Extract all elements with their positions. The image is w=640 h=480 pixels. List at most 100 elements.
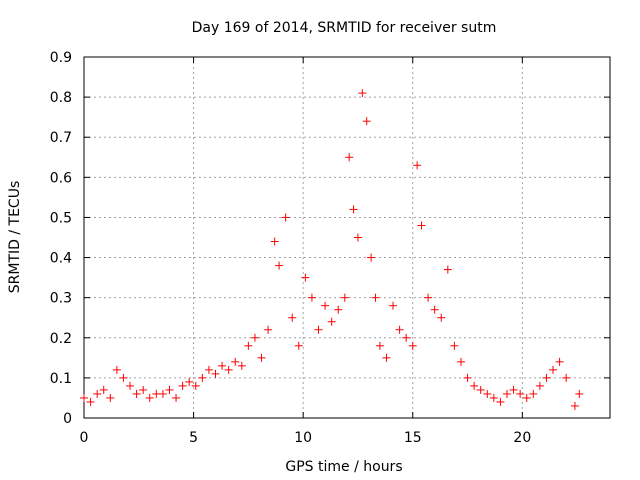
y-axis-label: SRMTID / TECUs — [7, 181, 23, 294]
data-point — [132, 389, 141, 398]
data-point — [509, 385, 518, 394]
data-point — [367, 253, 376, 262]
x-tick-label: 20 — [513, 430, 531, 446]
data-point — [224, 365, 233, 374]
x-tick-label: 10 — [294, 430, 312, 446]
x-axis-label: GPS time / hours — [285, 459, 402, 475]
data-point — [529, 389, 538, 398]
data-point — [288, 313, 297, 322]
data-point — [294, 341, 303, 350]
data-point — [126, 381, 135, 390]
data-point — [257, 353, 266, 362]
y-tick-label: 0 — [63, 411, 72, 427]
data-point — [340, 293, 349, 302]
data-point — [424, 293, 433, 302]
data-point — [139, 385, 148, 394]
data-point — [362, 117, 371, 126]
data-point — [307, 293, 316, 302]
data-point — [542, 373, 551, 382]
data-point — [211, 369, 220, 378]
data-point — [218, 361, 227, 370]
data-point — [119, 373, 128, 382]
data-point — [575, 389, 584, 398]
y-tick-label: 0.2 — [50, 331, 72, 347]
data-point — [185, 377, 194, 386]
data-point — [516, 389, 525, 398]
data-point — [353, 233, 362, 242]
data-point — [395, 325, 404, 334]
data-point — [470, 381, 479, 390]
data-point — [204, 365, 213, 374]
data-point — [358, 89, 367, 98]
data-point — [93, 389, 102, 398]
data-point — [314, 325, 323, 334]
data-point — [237, 361, 246, 370]
data-point — [496, 397, 505, 406]
data-point — [250, 333, 259, 342]
data-point — [522, 393, 531, 402]
data-point — [165, 385, 174, 394]
y-tick-label: 0.3 — [50, 291, 72, 307]
data-point — [270, 237, 279, 246]
grid-lines — [84, 57, 610, 418]
y-tick-label: 0.6 — [50, 170, 72, 186]
data-point — [158, 389, 167, 398]
data-point — [502, 389, 511, 398]
x-tick-label: 0 — [80, 430, 89, 446]
axis-ticks: 0 0.1 0.2 0.3 0.4 0.5 0.6 0.7 0.8 0.9 0 5 10 15 20 — [50, 50, 610, 446]
data-point — [463, 373, 472, 382]
data-point — [198, 373, 207, 382]
data-point — [562, 373, 571, 382]
data-point — [430, 305, 439, 314]
data-point — [417, 221, 426, 230]
x-tick-label: 15 — [404, 430, 422, 446]
y-tick-label: 0.8 — [50, 90, 72, 106]
y-tick-label: 0.5 — [50, 210, 72, 226]
data-point — [570, 401, 579, 410]
data-point — [349, 205, 358, 214]
chart-title: Day 169 of 2014, SRMTID for receiver sut… — [192, 20, 497, 36]
data-point — [450, 341, 459, 350]
data-point — [80, 393, 88, 402]
data-point — [86, 397, 95, 406]
data-point — [555, 357, 564, 366]
data-point — [301, 273, 310, 282]
data-points — [80, 89, 584, 410]
y-tick-label: 0.7 — [50, 130, 72, 146]
y-tick-label: 0.4 — [50, 251, 72, 267]
data-point — [389, 301, 398, 310]
data-point — [172, 393, 181, 402]
data-point — [456, 357, 465, 366]
data-point — [413, 161, 422, 170]
data-point — [231, 357, 240, 366]
data-point — [483, 389, 492, 398]
data-point — [275, 261, 284, 270]
data-point — [244, 341, 253, 350]
data-point — [375, 341, 384, 350]
data-point — [281, 213, 290, 222]
data-point — [191, 381, 200, 390]
data-point — [549, 365, 558, 374]
data-point — [443, 265, 452, 274]
data-point — [345, 153, 354, 162]
data-point — [106, 393, 115, 402]
plot-frame — [83, 56, 611, 419]
data-point — [489, 393, 498, 402]
y-tick-label: 0.1 — [50, 371, 72, 387]
data-point — [327, 317, 336, 326]
data-point — [402, 333, 411, 342]
data-point — [382, 353, 391, 362]
x-tick-label: 5 — [189, 430, 198, 446]
data-point — [321, 301, 330, 310]
y-tick-label: 0.9 — [50, 50, 72, 66]
data-point — [371, 293, 380, 302]
data-point — [178, 381, 187, 390]
data-point — [145, 393, 154, 402]
data-point — [408, 341, 417, 350]
data-point — [334, 305, 343, 314]
data-point — [437, 313, 446, 322]
data-point — [112, 365, 121, 374]
data-point — [476, 385, 485, 394]
data-point — [99, 385, 108, 394]
